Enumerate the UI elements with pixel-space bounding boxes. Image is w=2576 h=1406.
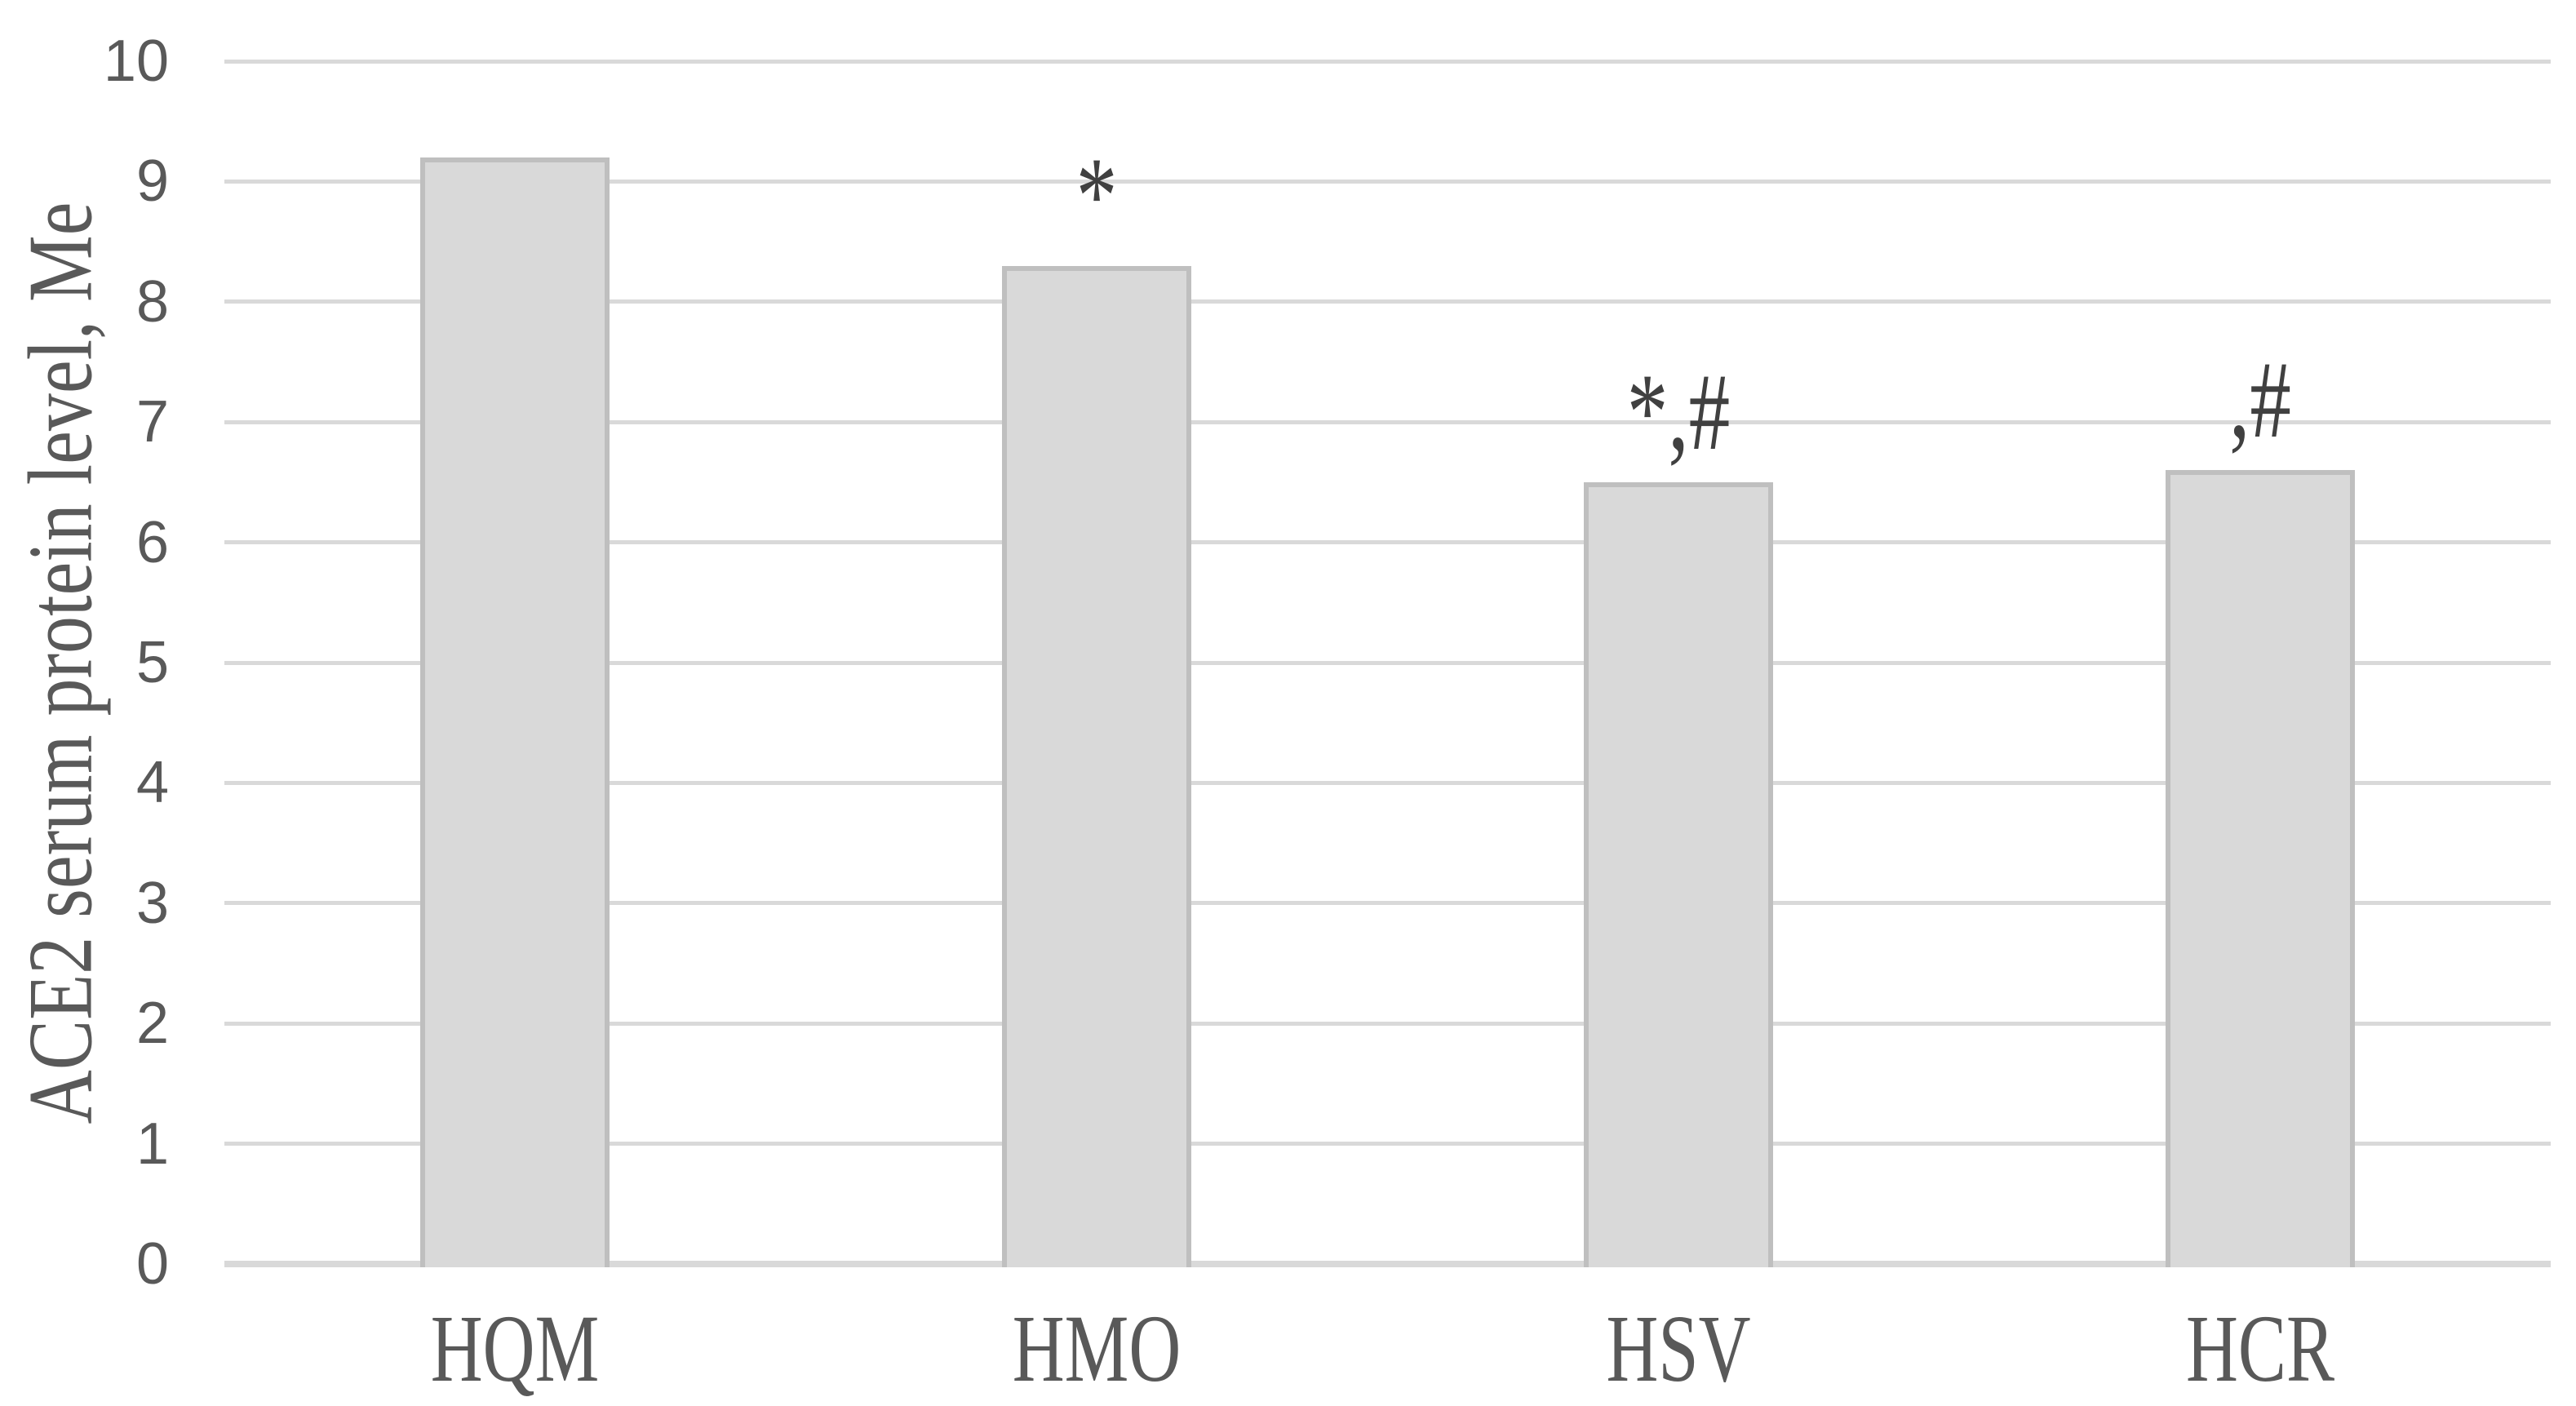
y-axis-tick-label-1: 1 [135, 1111, 169, 1177]
y-axis-tick-label-10: 10 [103, 29, 169, 94]
y-axis-tick-label-5: 5 [135, 630, 169, 695]
y-axis-tick-label-7: 7 [135, 389, 169, 455]
y-axis-tick-label-6: 6 [135, 509, 169, 575]
bar-hsv [1583, 481, 1773, 1267]
gridline-y-3 [224, 901, 2551, 906]
bar-annotation-hsv: *,# [1626, 351, 1731, 473]
y-axis-tick-label-2: 2 [135, 991, 169, 1057]
gridline-y-1 [224, 1142, 2551, 1147]
y-axis-tick-label-0: 0 [135, 1231, 169, 1297]
gridline-y-2 [224, 1021, 2551, 1026]
bar-annotation-hmo: * [1075, 135, 1118, 257]
bar-hmo [1002, 265, 1192, 1267]
x-category-label-hmo: HMO [1012, 1295, 1182, 1402]
y-axis-tick-label-3: 3 [135, 870, 169, 936]
gridline-y-9 [224, 179, 2551, 184]
y-axis-tick-label-8: 8 [135, 268, 169, 335]
y-axis-tick-label-9: 9 [135, 149, 169, 215]
y-axis-tick-label-4: 4 [135, 750, 169, 816]
gridline-y-5 [224, 660, 2551, 665]
gridline-y-8 [224, 299, 2551, 304]
x-category-label-hsv: HSV [1606, 1295, 1751, 1402]
gridline-y-7 [224, 419, 2551, 424]
bar-hcr [2165, 470, 2355, 1267]
bar-hqm [420, 157, 610, 1267]
x-category-label-hqm: HQM [431, 1295, 600, 1402]
gridline-y-4 [224, 780, 2551, 785]
gridline-y-6 [224, 540, 2551, 545]
x-axis-line [224, 1261, 2551, 1267]
x-category-label-hcr: HCR [2185, 1295, 2334, 1402]
bar-annotation-hcr: ,# [2228, 339, 2291, 462]
gridline-y-10 [224, 59, 2551, 64]
